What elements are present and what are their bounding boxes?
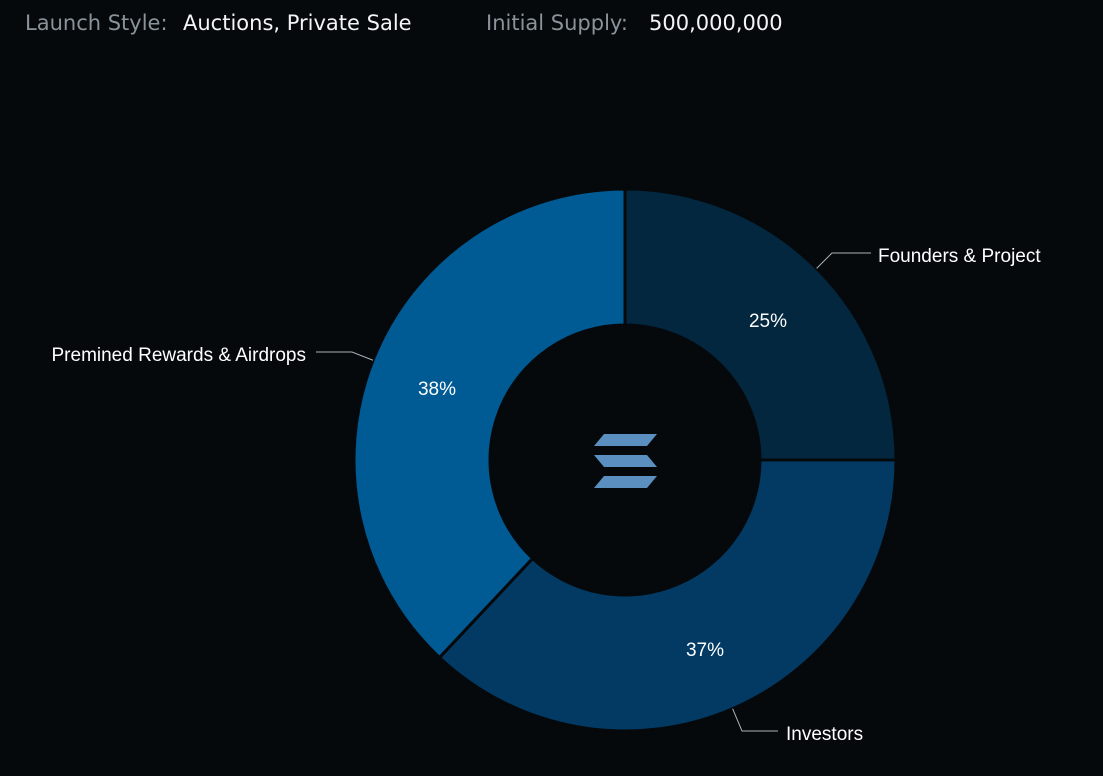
leader-line-premined-rewards-and-airdrops [316,351,374,361]
leader-line-investors [732,708,778,732]
slice-labels: 25% Founders & Project 37% Investors 38% Prem… [52,246,1042,745]
solana-logo-icon [594,434,657,488]
leader-line-founders-and-project [816,252,871,269]
donut-slices [352,187,898,733]
token-info-bar: Launch Style: Auctions, Private Sale Ini… [0,0,1103,48]
initial-supply-label: Initial Supply: [486,11,628,35]
slice-label-premined-rewards-and-airdrops: Premined Rewards & Airdrops [52,345,307,366]
leader-lines [316,252,871,732]
slice-founders-and-project[interactable] [623,187,898,462]
pct-label-founders-and-project: 25% [749,311,787,332]
slice-premined-rewards-and-airdrops[interactable] [352,187,627,660]
slice-label-founders-and-project: Founders & Project [878,246,1041,267]
slice-label-investors: Investors [786,724,863,745]
pct-label-premined-rewards-and-airdrops: 38% [418,379,456,400]
pct-label-investors: 37% [686,640,724,661]
initial-supply-value: 500,000,000 [649,11,783,35]
launch-style-value: Auctions, Private Sale [183,11,412,35]
slice-investors[interactable] [437,458,898,733]
launch-style-label: Launch Style: [25,11,168,35]
